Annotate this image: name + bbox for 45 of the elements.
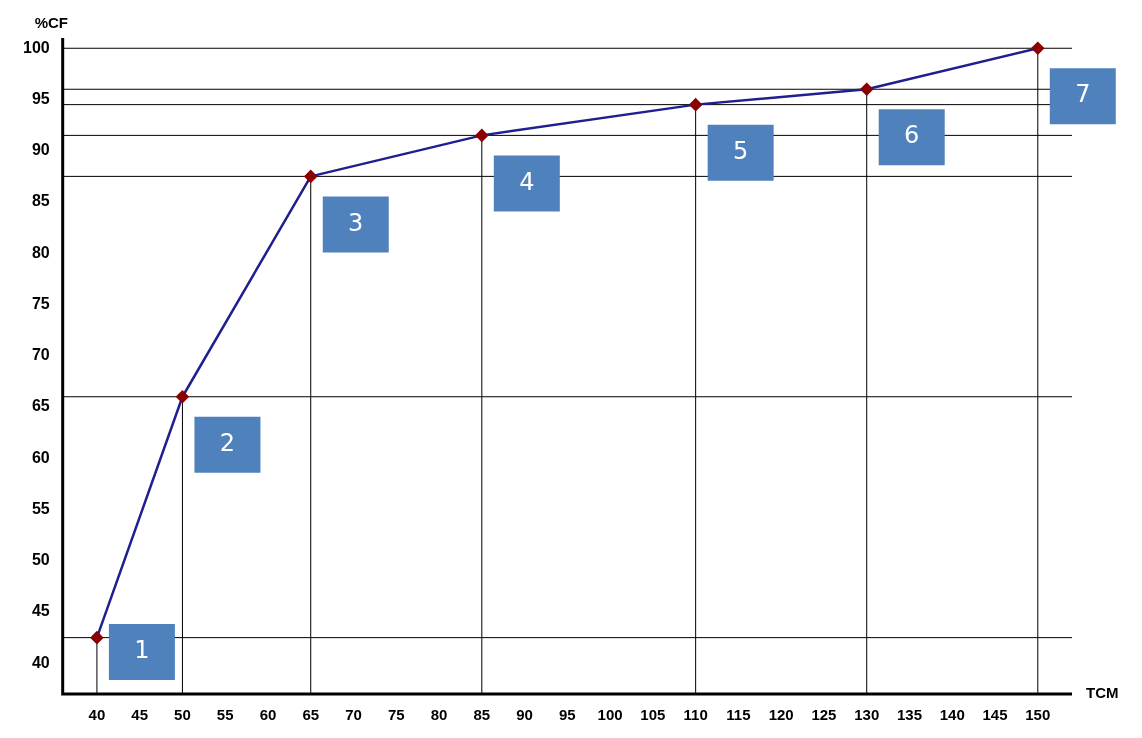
y-tick-label: 95 xyxy=(31,89,50,107)
y-tick-label: 70 xyxy=(31,346,50,364)
y-tick-label: 85 xyxy=(31,192,50,210)
x-tick-label: 65 xyxy=(302,706,320,724)
y-tick-label: 75 xyxy=(31,294,50,312)
x-tick-label: 140 xyxy=(939,706,965,724)
x-tick-label: 60 xyxy=(259,706,277,724)
x-tick-label: 105 xyxy=(640,706,666,724)
x-tick-label: 90 xyxy=(516,706,533,724)
x-tick-label: 115 xyxy=(726,706,751,724)
annotation: 5 xyxy=(733,136,749,165)
x-tick-label: 55 xyxy=(216,706,234,724)
x-tick-label: 45 xyxy=(131,706,149,724)
y-tick-label: 80 xyxy=(31,243,50,261)
x-tick-label: 85 xyxy=(473,706,491,724)
x-tick-label: 80 xyxy=(430,706,448,724)
x-tick-label: 50 xyxy=(174,706,191,724)
x-tick-label: 70 xyxy=(345,706,362,724)
y-tick-label: 55 xyxy=(31,499,50,517)
x-tick-label: 125 xyxy=(811,706,837,724)
annotation: 1 xyxy=(134,636,150,665)
x-tick-label: 40 xyxy=(88,706,106,724)
x-tick-label: 130 xyxy=(854,706,880,724)
x-tick-label: 145 xyxy=(982,706,1008,724)
annotation: 7 xyxy=(1075,80,1091,109)
y-tick-label: 45 xyxy=(31,602,50,620)
x-tick-label: 75 xyxy=(387,706,405,724)
x-tick-label: 150 xyxy=(1025,706,1051,724)
x-tick-label: 95 xyxy=(559,706,576,724)
x-tick-label: 100 xyxy=(597,706,623,724)
y-axis-title: %CF xyxy=(34,14,69,32)
y-tick-label: 50 xyxy=(31,551,50,569)
x-tick-label: 120 xyxy=(768,706,794,724)
annotation: 6 xyxy=(904,121,920,150)
x-tick-label: 110 xyxy=(683,706,708,724)
y-tick-label: 65 xyxy=(31,397,50,415)
y-tick-label: 90 xyxy=(31,141,50,159)
y-tick-label: 100 xyxy=(22,38,50,56)
annotation: 4 xyxy=(519,167,535,196)
x-axis-title: TCM xyxy=(1086,684,1119,702)
y-tick-label: 40 xyxy=(31,653,50,671)
x-tick-label: 135 xyxy=(896,706,922,724)
annotation: 3 xyxy=(348,208,364,237)
y-tick-label: 60 xyxy=(31,448,50,466)
annotation: 2 xyxy=(219,428,236,457)
